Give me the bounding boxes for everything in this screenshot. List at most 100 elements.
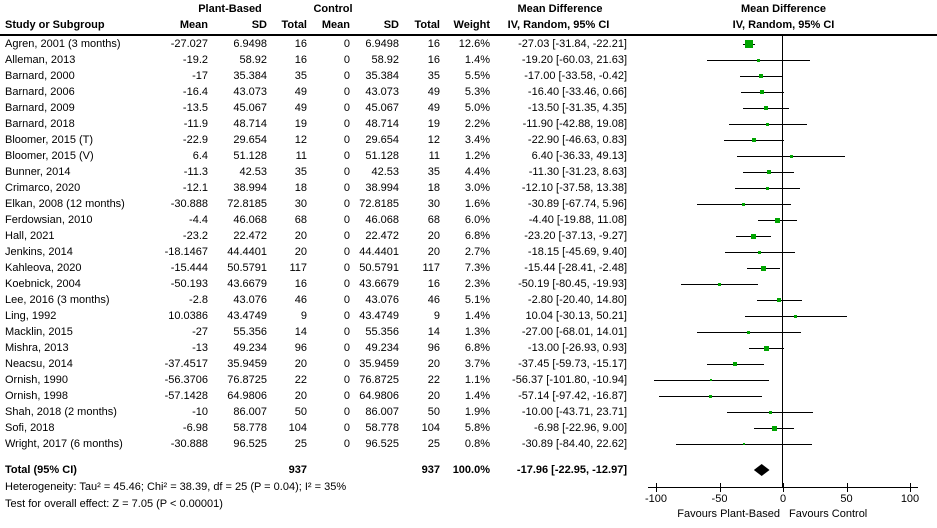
axis-tick-label: -100: [644, 493, 668, 505]
group-header-mean-difference-plot: Mean Difference: [741, 3, 826, 15]
ci-plot-cell: [630, 52, 937, 68]
point-estimate-marker: [710, 379, 713, 381]
study-row: Bunner, 2014 -11.3 42.53 35 0 42.53 35 4.4% -11.…: [0, 164, 937, 180]
md-ci-text: -27.00 [-68.01, 14.01]: [521, 326, 627, 338]
study-label: Elkan, 2008 (12 months): [5, 198, 125, 210]
control-mean: 0: [343, 294, 350, 306]
plant-total: 16: [294, 54, 307, 66]
plant-mean: -11.9: [183, 118, 208, 130]
plant-total: 20: [294, 358, 307, 370]
control-mean: 0: [343, 134, 350, 146]
study-label: Jenkins, 2014: [5, 246, 73, 258]
plant-sd: 64.9806: [227, 390, 267, 402]
control-total: 12: [427, 134, 440, 146]
column-header-plant-total: Total: [281, 19, 307, 31]
ci-plot-cell: [630, 100, 937, 116]
weight-value: 5.3%: [464, 86, 490, 98]
plant-total: 20: [294, 230, 307, 242]
study-row: Shah, 2018 (2 months) -10 86.007 50 0 86.007 5…: [0, 404, 937, 420]
ci-plot-cell: [630, 292, 937, 308]
control-sd: 43.073: [365, 86, 399, 98]
plant-sd: 46.068: [233, 214, 267, 226]
ci-plot-cell: [630, 116, 937, 132]
study-row: Bloomer, 2015 (T) -22.9 29.654 12 0 29.654 12 3…: [0, 132, 937, 148]
control-sd: 48.714: [365, 118, 399, 130]
point-estimate-marker: [768, 410, 772, 414]
study-row: Elkan, 2008 (12 months) -30.888 72.8185 30 0…: [0, 196, 937, 212]
md-ci-text: -2.80 [-20.40, 14.80]: [527, 294, 627, 306]
plant-mean: -15.444: [170, 262, 208, 274]
md-ci-text: -57.14 [-97.42, -16.87]: [518, 390, 627, 402]
plant-total: 104: [288, 422, 307, 434]
point-estimate-marker: [766, 186, 770, 190]
control-mean: 0: [343, 246, 350, 258]
ci-plot-cell: [630, 372, 937, 388]
control-sd: 55.356: [365, 326, 399, 338]
plant-sd: 6.9498: [233, 38, 267, 50]
control-total: 30: [427, 198, 440, 210]
study-label: Sofi, 2018: [5, 422, 55, 434]
column-header-ci: IV, Random, 95% CI: [507, 19, 610, 31]
study-label: Ornish, 1998: [5, 390, 68, 402]
study-label: Wright, 2017 (6 months): [5, 438, 123, 450]
control-mean: 0: [343, 422, 350, 434]
study-row: Kahleova, 2020 -15.444 50.5791 117 0 50.5791 1…: [0, 260, 937, 276]
control-total: 35: [427, 70, 440, 82]
ci-plot-cell: [630, 388, 937, 404]
control-sd: 72.8185: [359, 198, 399, 210]
zero-reference-line: [782, 34, 783, 487]
control-sd: 43.4749: [359, 310, 399, 322]
axis-tick: [846, 483, 848, 492]
total-row: Total (95% CI) 937 937 100.0% -17.96 [-2…: [0, 462, 937, 478]
md-ci-text: -56.37 [-101.80, -10.94]: [512, 374, 627, 386]
plant-mean: -13.5: [182, 102, 208, 114]
weight-value: 6.0%: [464, 214, 490, 226]
ci-plot-cell: [630, 308, 937, 324]
control-sd: 43.076: [365, 294, 399, 306]
control-sd: 51.128: [365, 150, 399, 162]
control-sd: 38.994: [365, 182, 399, 194]
plant-total: 117: [289, 262, 307, 274]
point-estimate-marker: [757, 58, 761, 62]
plant-mean: -30.888: [170, 198, 208, 210]
control-total: 104: [421, 422, 440, 434]
ci-plot-cell: [630, 180, 937, 196]
plant-total: 11: [295, 150, 307, 162]
point-estimate-marker: [758, 250, 762, 254]
weight-value: 1.1%: [464, 374, 490, 386]
weight-value: 2.7%: [464, 246, 490, 258]
study-label: Lee, 2016 (3 months): [5, 294, 110, 306]
control-sd: 43.6679: [359, 278, 399, 290]
ci-plot-cell: [630, 212, 937, 228]
column-header-plant-mean: Mean: [179, 19, 208, 31]
study-label: Barnard, 2009: [5, 102, 75, 114]
study-row: Barnard, 2000 -17 35.384 35 0 35.384 35 5.5% -17…: [0, 68, 937, 84]
control-total: 16: [427, 54, 440, 66]
md-ci-text: -10.00 [-43.71, 23.71]: [521, 406, 627, 418]
study-row: Agren, 2001 (3 months) -27.027 6.9498 16 0 6.…: [0, 36, 937, 52]
point-estimate-marker: [708, 394, 712, 398]
study-label: Hall, 2021: [5, 230, 55, 242]
total-control-sd: [350, 462, 399, 478]
weight-value: 1.4%: [464, 54, 490, 66]
plant-total: 16: [294, 38, 307, 50]
md-ci-text: -17.00 [-33.58, -0.42]: [524, 70, 627, 82]
x-axis: Favours Plant-Based Favours Control -100…: [630, 480, 937, 526]
plant-sd: 43.4749: [227, 310, 267, 322]
study-row: Sofi, 2018 -6.98 58.778 104 0 58.778 104 5.8% -6…: [0, 420, 937, 436]
md-ci-text: -18.15 [-45.69, 9.40]: [527, 246, 627, 258]
md-ci-text: -30.89 [-67.74, 5.96]: [527, 198, 627, 210]
control-mean: 0: [343, 230, 350, 242]
study-row: Barnard, 2006 -16.4 43.073 49 0 43.073 49 5.3% -…: [0, 84, 937, 100]
plant-total: 22: [294, 374, 307, 386]
control-total: 11: [428, 150, 440, 162]
md-ci-text: -16.40 [-33.46, 0.66]: [527, 86, 627, 98]
control-total: 49: [427, 86, 440, 98]
study-label: Shah, 2018 (2 months): [5, 406, 117, 418]
control-total: 19: [427, 118, 440, 130]
control-total: 18: [427, 182, 440, 194]
control-mean: 0: [343, 38, 350, 50]
control-mean: 0: [343, 342, 350, 354]
plant-total: 25: [294, 438, 307, 450]
point-estimate-marker: [760, 265, 766, 271]
